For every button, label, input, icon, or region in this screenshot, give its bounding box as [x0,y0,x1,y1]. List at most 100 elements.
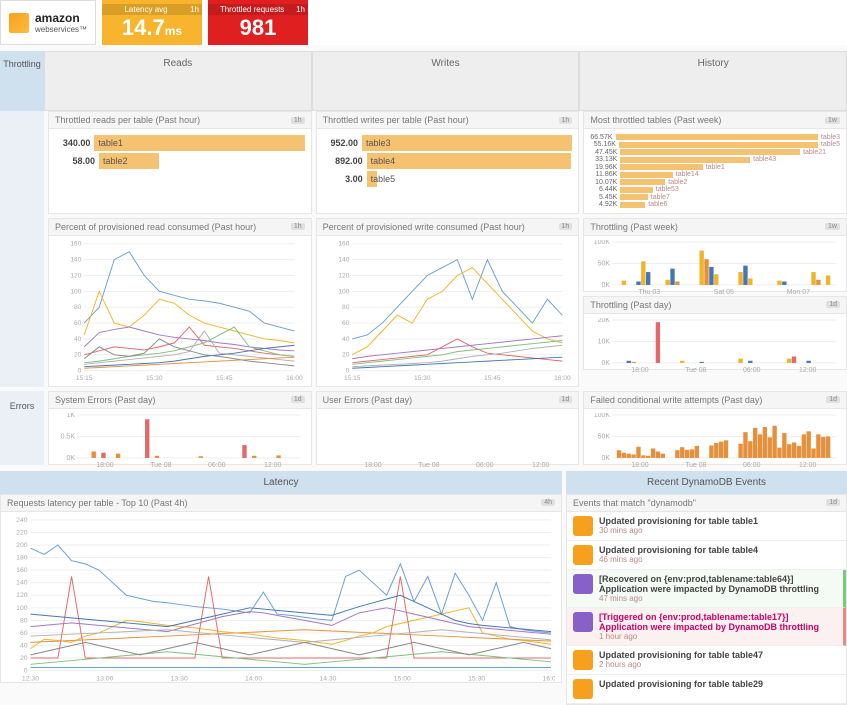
user-errors-panel: User Errors (Past day)1d 18:00Tue 0806:0… [316,391,580,465]
svg-text:100K: 100K [594,413,611,419]
panel-title: Throttled reads per table (Past hour) [55,115,200,125]
svg-text:15:30: 15:30 [468,675,485,682]
system-errors-panel: System Errors (Past day)1d 0K0.5K1K18:00… [48,391,312,465]
logo-text: amazon [35,11,87,25]
svg-text:10K: 10K [598,338,611,345]
panel-title: Failed conditional write attempts (Past … [590,395,762,405]
time-badge: 1d [826,301,840,308]
event-title: Updated provisioning for table table47 [599,650,763,660]
time-badge: 1d [826,396,840,403]
panel-title: Throttled writes per table (Past hour) [323,115,469,125]
svg-text:16:00: 16:00 [542,675,554,682]
svg-text:140: 140 [70,256,81,263]
latency-label: Latency avg [124,5,167,14]
svg-text:140: 140 [338,256,349,263]
tab-reads[interactable]: Reads [44,51,312,111]
svg-text:40: 40 [20,642,28,649]
throttling-week-chart: 0K50K100KThu 03Sat 05Mon 07 [590,240,840,295]
latency-band: Latency [0,471,562,494]
event-item[interactable]: Updated provisioning for table table446 … [567,541,846,570]
time-badge: 1w [825,223,840,230]
svg-text:240: 240 [16,516,28,523]
svg-text:50K: 50K [598,433,611,440]
svg-text:40: 40 [74,335,82,342]
svg-text:15:30: 15:30 [414,375,431,382]
svg-text:0K: 0K [602,359,611,366]
time-badge: 1h [291,117,305,124]
svg-text:Sat 05: Sat 05 [714,288,734,294]
tab-writes[interactable]: Writes [312,51,580,111]
svg-text:12:30: 12:30 [22,675,39,682]
pct-read-chart: 02040608010012014016015:1515:3015:4516:0… [55,240,305,382]
svg-text:20: 20 [20,655,28,662]
event-icon [573,574,593,594]
logo-subtext: webservices™ [35,25,87,34]
svg-text:0.5K: 0.5K [61,433,76,440]
svg-text:80: 80 [74,304,82,311]
tab-history[interactable]: History [579,51,847,111]
svg-text:12:00: 12:00 [799,366,817,372]
throttling-week-panel: Throttling (Past week) 1w 0K50K100KThu 03… [583,218,847,292]
history-column: Throttling (Past week) 1w 0K50K100KThu 03… [583,218,847,387]
svg-text:160: 160 [16,567,28,574]
svg-text:60: 60 [342,319,350,326]
event-time: 2 hours ago [599,660,763,669]
event-item[interactable]: Updated provisioning for table table29 [567,675,846,704]
latency-value: 14.7 [122,15,165,40]
svg-text:14:00: 14:00 [245,675,262,682]
svg-text:60: 60 [74,319,82,326]
time-badge: 4h [541,499,555,506]
event-icon [573,516,593,536]
panel-title: Requests latency per table - Top 10 (Pas… [7,498,187,508]
svg-text:120: 120 [70,272,81,279]
svg-text:1K: 1K [66,413,75,419]
event-item[interactable]: [Triggered on {env:prod,tablename:table1… [567,608,846,646]
latency-metric: Latency avg 1h 14.7ms [102,0,202,45]
svg-text:20: 20 [342,351,350,358]
svg-text:0: 0 [345,367,349,374]
event-time: 30 mins ago [599,526,758,535]
latency-unit: ms [165,24,182,38]
event-title: [Triggered on {env:prod,tablename:table1… [599,612,837,632]
svg-text:140: 140 [16,579,28,586]
time-badge: 1h [291,223,305,230]
bar-row: 33.13Ktable43 [590,156,840,163]
svg-text:15:15: 15:15 [344,375,361,382]
svg-text:15:30: 15:30 [146,375,163,382]
tab-throttling[interactable]: Throttling [0,51,44,111]
event-title: Updated provisioning for table table1 [599,516,758,526]
svg-text:100K: 100K [594,240,611,246]
bar-row: 892.00table4 [323,153,573,169]
bar-row: 5.45Ktable7 [590,194,840,201]
aws-logo: amazon webservices™ [0,0,96,45]
svg-text:13:00: 13:00 [96,675,113,682]
svg-text:100: 100 [16,604,28,611]
svg-text:180: 180 [16,554,28,561]
time-badge: 1d [826,499,840,506]
bar-row: 47.45Ktable21 [590,149,840,156]
event-time: 46 mins ago [599,555,758,564]
user-errors-chart: 18:00Tue 0806:0012:00 [323,413,573,468]
throttling-day-panel: Throttling (Past day)1d 0K10K20K18:00Tue… [583,296,847,370]
event-item[interactable]: Updated provisioning for table table130 … [567,512,846,541]
failed-writes-chart: 0K50K100K18:00Tue 0806:0012:00 [590,413,840,468]
svg-text:15:15: 15:15 [76,375,93,382]
svg-text:18:00: 18:00 [632,366,650,372]
bar-row: 66.57Ktable3 [590,134,840,141]
svg-text:Tue 08: Tue 08 [685,366,707,372]
event-icon [573,545,593,565]
panel-title: Percent of provisioned read consumed (Pa… [55,222,256,232]
event-time: 1 hour ago [599,632,837,641]
svg-text:0K: 0K [66,454,75,461]
throttled-reads-panel: Throttled reads per table (Past hour)1h … [48,111,312,214]
throttled-value: 981 [240,15,277,41]
latency-chart: 02040608010012014016018020022024012:3013… [7,516,555,682]
event-title: Updated provisioning for table table4 [599,545,758,555]
event-item[interactable]: Updated provisioning for table table472 … [567,646,846,675]
throttled-label: Throttled requests [220,5,284,14]
panel-title: Throttling (Past week) [590,222,678,232]
svg-text:15:00: 15:00 [394,675,411,682]
svg-text:40: 40 [342,335,350,342]
event-item[interactable]: [Recovered on {env:prod,tablename:table6… [567,570,846,608]
panel-title: Events that match "dynamodb" [573,498,696,508]
